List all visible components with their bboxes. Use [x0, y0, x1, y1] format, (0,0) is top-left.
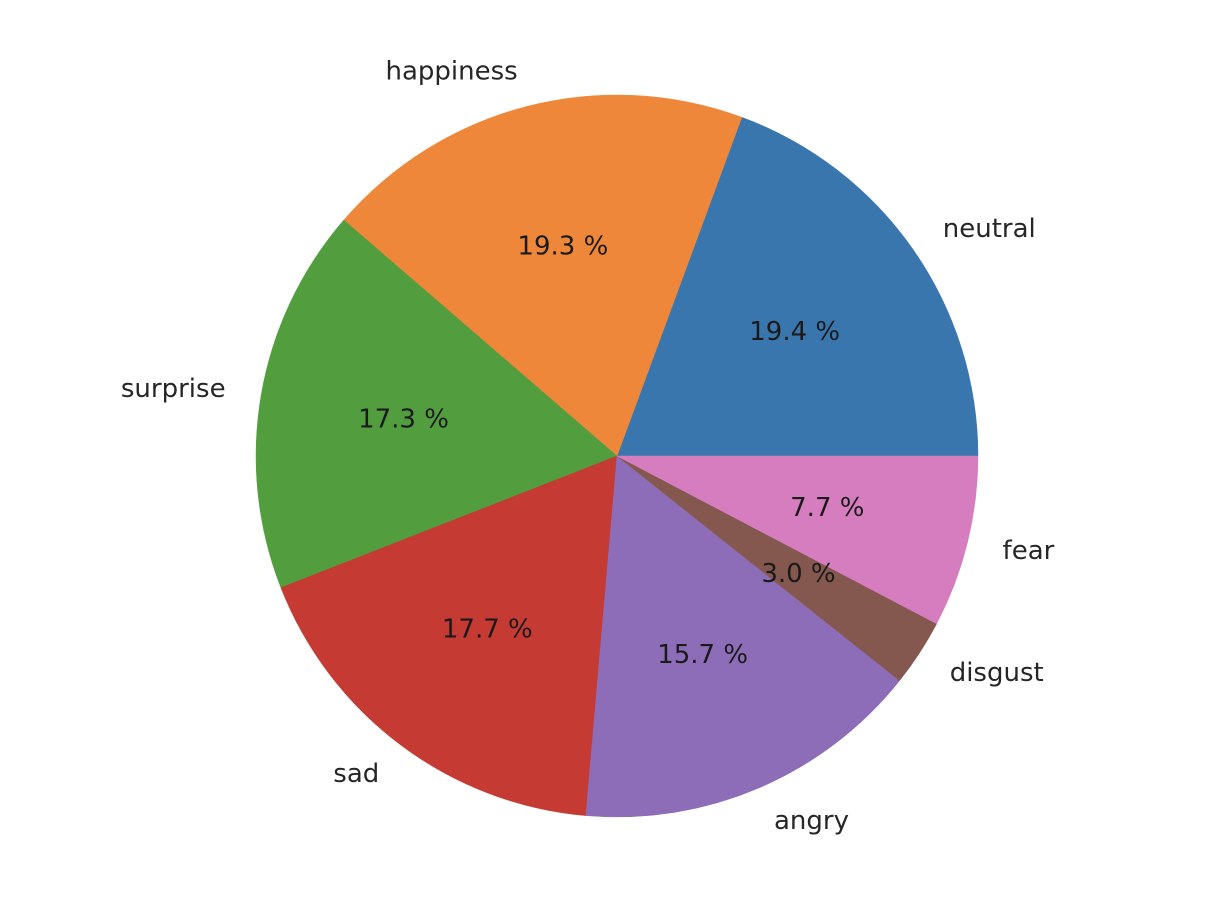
slice-pct-disgust: 3.0 %: [761, 559, 835, 589]
slice-pct-surprise: 17.3 %: [358, 404, 449, 434]
slice-pct-sad: 17.7 %: [442, 615, 533, 645]
slice-label-happiness: happiness: [386, 57, 518, 87]
slice-label-disgust: disgust: [950, 658, 1044, 688]
pie-slice-angry: [585, 455, 900, 818]
slice-label-neutral: neutral: [943, 214, 1036, 244]
pie-labels: neutral 19.4 % happiness 19.3 % surprise 17.3…: [121, 57, 1055, 836]
slice-label-fear: fear: [1003, 536, 1055, 566]
pie-slice-happiness: [343, 94, 743, 457]
slice-label-surprise: surprise: [121, 374, 226, 404]
slice-pct-neutral: 19.4 %: [749, 317, 840, 347]
pie-slices: [255, 94, 979, 818]
pie-slice-sad: [280, 455, 618, 816]
pie-slice-surprise: [255, 219, 618, 589]
slice-pct-fear: 7.7 %: [790, 493, 864, 523]
slice-label-sad: sad: [333, 759, 379, 789]
slice-pct-angry: 15.7 %: [657, 640, 748, 670]
slice-pct-happiness: 19.3 %: [517, 231, 608, 261]
pie-slice-fear: [616, 455, 979, 625]
slice-label-angry: angry: [774, 806, 849, 836]
pie-slice-neutral: [616, 116, 979, 457]
